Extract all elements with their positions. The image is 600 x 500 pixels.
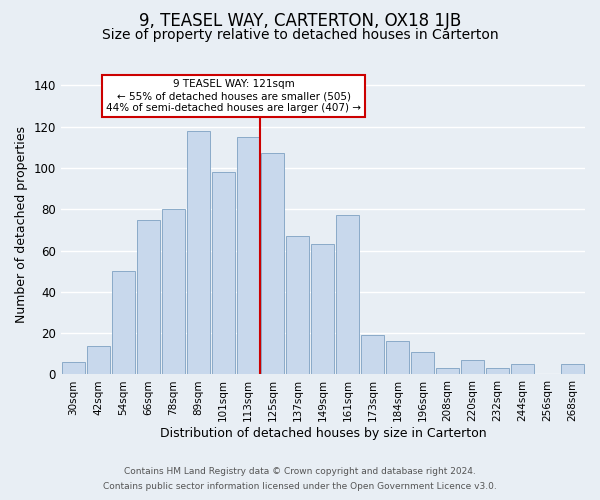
Bar — [361, 335, 385, 374]
Text: 9, TEASEL WAY, CARTERTON, OX18 1JB: 9, TEASEL WAY, CARTERTON, OX18 1JB — [139, 12, 461, 30]
Text: Contains HM Land Registry data © Crown copyright and database right 2024.: Contains HM Land Registry data © Crown c… — [124, 467, 476, 476]
Bar — [461, 360, 484, 374]
Bar — [486, 368, 509, 374]
Bar — [311, 244, 334, 374]
Text: 9 TEASEL WAY: 121sqm
← 55% of detached houses are smaller (505)
44% of semi-deta: 9 TEASEL WAY: 121sqm ← 55% of detached h… — [106, 80, 361, 112]
Bar — [212, 172, 235, 374]
Bar — [161, 209, 185, 374]
Bar — [62, 362, 85, 374]
Bar — [112, 271, 134, 374]
Bar — [386, 342, 409, 374]
Bar — [436, 368, 459, 374]
Text: Contains public sector information licensed under the Open Government Licence v3: Contains public sector information licen… — [103, 482, 497, 491]
X-axis label: Distribution of detached houses by size in Carterton: Distribution of detached houses by size … — [160, 427, 486, 440]
Bar — [187, 131, 209, 374]
Bar — [87, 346, 110, 374]
Bar — [511, 364, 534, 374]
Y-axis label: Number of detached properties: Number of detached properties — [15, 126, 28, 323]
Bar — [337, 216, 359, 374]
Bar — [561, 364, 584, 374]
Text: Size of property relative to detached houses in Carterton: Size of property relative to detached ho… — [101, 28, 499, 42]
Bar — [137, 220, 160, 374]
Bar — [236, 137, 259, 374]
Bar — [286, 236, 310, 374]
Bar — [411, 352, 434, 374]
Bar — [262, 154, 284, 374]
